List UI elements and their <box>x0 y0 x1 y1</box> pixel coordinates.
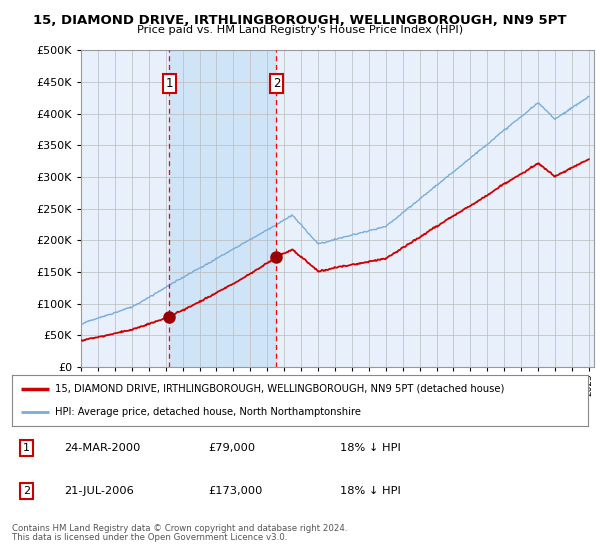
Text: 21-JUL-2006: 21-JUL-2006 <box>64 486 134 496</box>
Text: 24-MAR-2000: 24-MAR-2000 <box>64 444 140 454</box>
Text: 2: 2 <box>272 77 280 90</box>
Text: 2: 2 <box>23 486 30 496</box>
Text: £79,000: £79,000 <box>208 444 255 454</box>
Text: Contains HM Land Registry data © Crown copyright and database right 2024.: Contains HM Land Registry data © Crown c… <box>12 524 347 533</box>
Text: 1: 1 <box>23 444 30 454</box>
Text: This data is licensed under the Open Government Licence v3.0.: This data is licensed under the Open Gov… <box>12 533 287 542</box>
Bar <box>169 50 277 367</box>
Text: Price paid vs. HM Land Registry's House Price Index (HPI): Price paid vs. HM Land Registry's House … <box>137 25 463 35</box>
Text: 15, DIAMOND DRIVE, IRTHLINGBOROUGH, WELLINGBOROUGH, NN9 5PT: 15, DIAMOND DRIVE, IRTHLINGBOROUGH, WELL… <box>33 14 567 27</box>
Text: 1: 1 <box>166 77 173 90</box>
Text: HPI: Average price, detached house, North Northamptonshire: HPI: Average price, detached house, Nort… <box>55 407 361 417</box>
Text: £173,000: £173,000 <box>208 486 262 496</box>
Text: 15, DIAMOND DRIVE, IRTHLINGBOROUGH, WELLINGBOROUGH, NN9 5PT (detached house): 15, DIAMOND DRIVE, IRTHLINGBOROUGH, WELL… <box>55 384 505 394</box>
Text: 18% ↓ HPI: 18% ↓ HPI <box>340 444 401 454</box>
Text: 18% ↓ HPI: 18% ↓ HPI <box>340 486 401 496</box>
